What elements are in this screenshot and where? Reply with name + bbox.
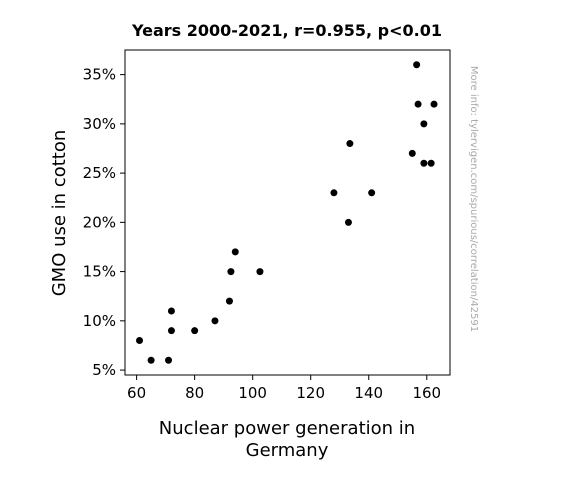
data-point — [191, 327, 199, 335]
data-point — [427, 159, 435, 167]
x-tick-label: 140 — [354, 384, 383, 402]
y-tick-label: 10% — [83, 312, 116, 330]
data-point — [430, 100, 438, 108]
data-point — [368, 189, 376, 197]
data-point — [414, 100, 422, 108]
plot-area — [124, 49, 451, 376]
data-point — [227, 268, 235, 276]
x-tick-label: 60 — [127, 384, 146, 402]
data-point — [420, 159, 428, 167]
y-tick-label: 20% — [83, 213, 116, 231]
y-tick-label: 30% — [83, 115, 116, 133]
data-point — [165, 356, 173, 364]
data-point — [225, 297, 233, 305]
x-tick-label: 160 — [412, 384, 441, 402]
y-tick-label: 5% — [92, 361, 116, 379]
data-point — [256, 268, 264, 276]
y-tick-label: 35% — [83, 66, 116, 84]
data-point — [167, 327, 175, 335]
chart-title: Years 2000-2021, r=0.955, p<0.01 — [131, 21, 442, 40]
data-points — [136, 61, 438, 364]
source-note: More info: tylervigen.com/spurious/corre… — [468, 66, 479, 332]
data-point — [167, 307, 175, 315]
data-point — [231, 248, 239, 256]
y-tick-label: 15% — [83, 263, 116, 281]
y-tick-label: 25% — [83, 164, 116, 182]
data-point — [330, 189, 338, 197]
data-point — [211, 317, 219, 325]
data-point — [413, 61, 421, 69]
x-axis-label-line-2: Germany — [246, 440, 329, 461]
x-axis: 60 80 100 120 140 160 — [127, 375, 441, 402]
data-point — [344, 218, 352, 226]
data-point — [136, 337, 144, 345]
x-tick-label: 120 — [296, 384, 325, 402]
y-axis: 5% 10% 15% 20% 25% 30% 35% — [83, 66, 125, 379]
data-point — [408, 149, 416, 157]
x-axis-label-line-1: Nuclear power generation in — [159, 418, 415, 439]
x-tick-label: 100 — [238, 384, 267, 402]
data-point — [346, 140, 354, 148]
y-axis-label: GMO use in cotton — [49, 130, 70, 297]
data-point — [420, 120, 428, 128]
data-point — [147, 356, 155, 364]
x-tick-label: 80 — [185, 384, 204, 402]
